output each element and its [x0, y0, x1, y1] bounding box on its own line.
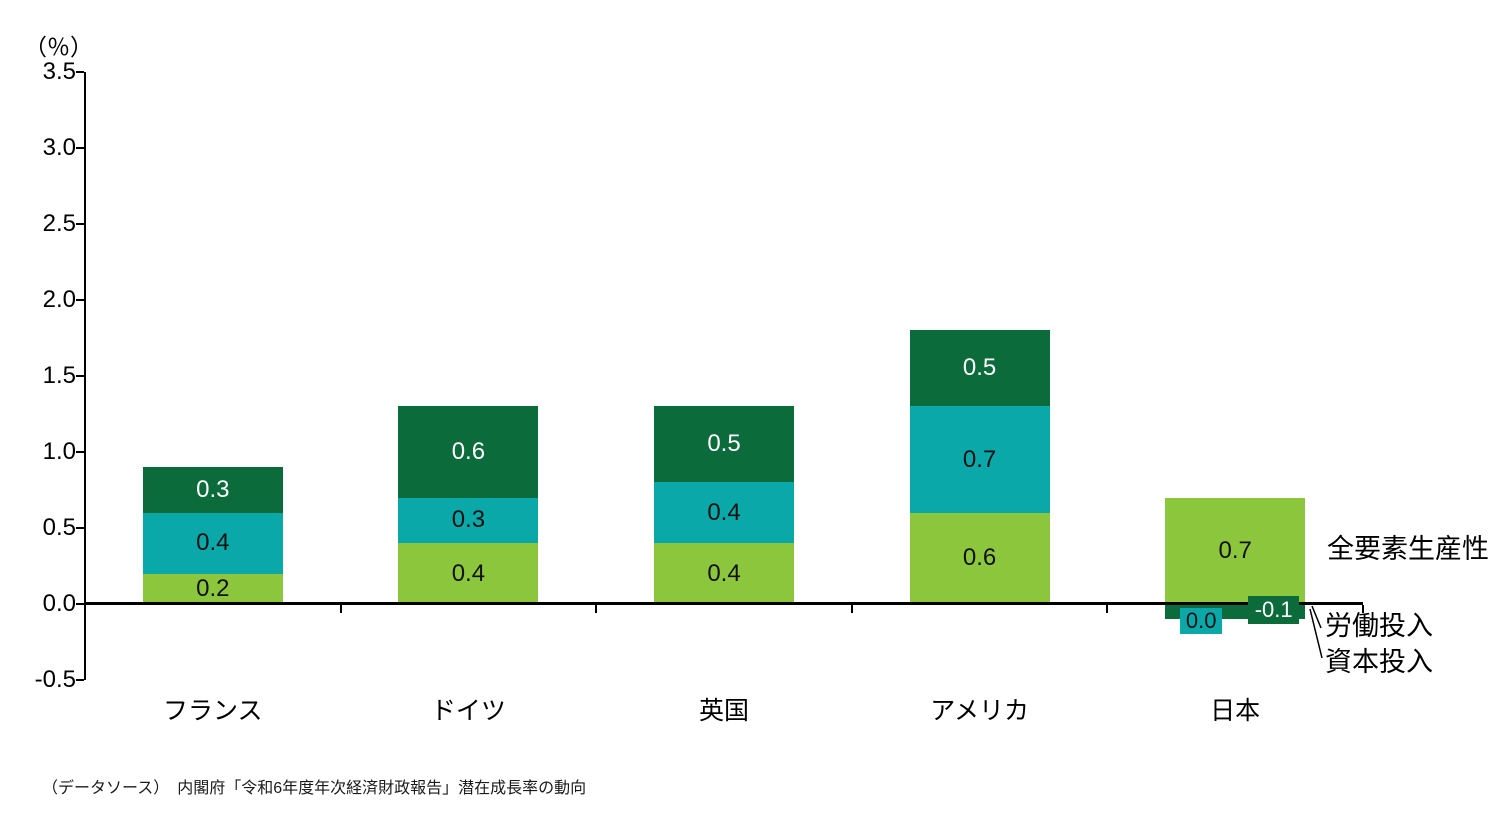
y-axis-tick — [76, 71, 84, 73]
bar-segment — [142, 512, 283, 574]
y-tick-label: 3.0 — [42, 134, 76, 161]
y-tick-label: 3.5 — [42, 58, 76, 85]
x-axis-tick — [595, 605, 598, 613]
bar-value-label: 0.4 — [707, 559, 741, 587]
x-axis-tick — [850, 605, 853, 613]
x-category-label: ドイツ — [430, 697, 506, 725]
bar-segment — [909, 330, 1050, 407]
leader-line-capital — [1309, 608, 1323, 659]
y-axis-tick — [76, 679, 84, 681]
bar-segment — [398, 406, 539, 498]
bar-value-label: 0.4 — [451, 559, 486, 587]
y-axis-tick — [76, 299, 84, 301]
y-tick-label: 2.5 — [42, 210, 76, 237]
bar-segment — [142, 467, 283, 513]
x-category-label: 英国 — [698, 697, 749, 725]
bar-value-label: 0.5 — [962, 354, 997, 382]
annotation-tfp-label: 全要素生産性 — [1327, 534, 1489, 564]
x-axis-tick — [1362, 605, 1364, 613]
bar-segment — [909, 406, 1050, 513]
bar-value-label: 0.4 — [196, 529, 230, 557]
bar-segment — [654, 543, 794, 604]
bar-segment — [654, 406, 794, 483]
bar-segment — [1165, 497, 1306, 604]
y-tick-label: 0.0 — [42, 590, 76, 617]
x-axis-zero-line — [85, 602, 1363, 605]
bar-segment — [398, 543, 539, 604]
x-axis-tick — [1106, 605, 1109, 613]
x-category-label: フランス — [163, 697, 263, 725]
bar-segment — [909, 512, 1050, 604]
y-tick-label: 1.5 — [42, 362, 76, 389]
annotation-labor-input-label: 労働投入 — [1325, 611, 1433, 641]
bar-value-label: 0.5 — [707, 430, 741, 458]
y-tick-label: 2.0 — [42, 286, 76, 313]
bar-value-label: 0.7 — [962, 445, 997, 473]
y-tick-label: 1.0 — [42, 438, 76, 465]
y-axis-line — [84, 72, 86, 680]
bar-value-label: 0.6 — [451, 438, 486, 465]
bar-segment — [654, 482, 794, 544]
bar-value-label: 0.6 — [962, 544, 997, 572]
y-axis-unit-label: （％） — [24, 34, 93, 60]
x-axis-tick — [339, 605, 342, 613]
y-axis-tick — [76, 603, 84, 605]
bar-value-label: 0.2 — [196, 574, 230, 602]
bar-value-label: 0.3 — [451, 506, 486, 534]
bar-value-label-box: 0.0 — [1180, 608, 1223, 634]
y-tick-label: -0.5 — [34, 666, 76, 693]
x-category-label: アメリカ — [930, 697, 1029, 725]
y-axis-tick — [76, 223, 84, 225]
bar-value-label-box: -0.1 — [1248, 596, 1300, 624]
y-axis-tick — [76, 451, 84, 453]
y-axis-tick — [76, 147, 84, 149]
bar-segment — [142, 573, 283, 604]
bar-value-label: 0.3 — [196, 476, 230, 503]
source-note: （データソース） 内閣府「令和6年度年次経済財政報告」潜在成長率の動向 — [42, 780, 587, 797]
leader-line-labor — [1311, 605, 1322, 629]
y-axis-tick — [76, 375, 84, 377]
bar-value-label: 0.7 — [1218, 536, 1252, 564]
annotation-capital-input-label: 資本投入 — [1325, 647, 1433, 677]
bar-segment — [398, 497, 539, 544]
y-tick-label: 0.5 — [42, 514, 76, 541]
y-axis-tick — [76, 527, 84, 529]
bar-value-label: 0.4 — [707, 498, 741, 526]
x-category-label: 日本 — [1210, 697, 1261, 725]
